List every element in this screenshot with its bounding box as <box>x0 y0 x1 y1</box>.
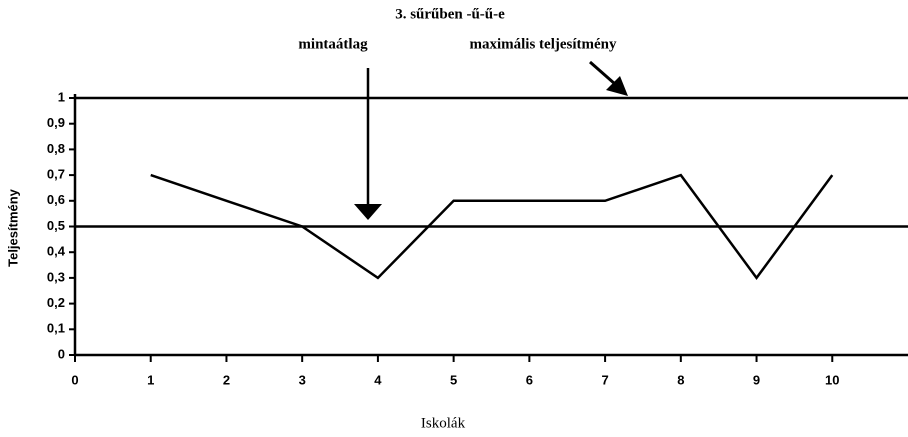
y-tick-label: 0,4 <box>47 244 66 259</box>
x-tick-label: 0 <box>71 372 78 387</box>
y-tick-label: 0,1 <box>47 321 65 336</box>
x-axis-label: Iskolák <box>421 415 466 431</box>
x-tick-label: 5 <box>450 372 457 387</box>
x-tick-label: 7 <box>601 372 608 387</box>
x-tick-label: 8 <box>677 372 684 387</box>
y-axis-label: Teljesítmény <box>5 188 20 267</box>
x-tick-label: 4 <box>374 372 382 387</box>
x-tick-label: 2 <box>223 372 230 387</box>
y-tick-label: 0,6 <box>47 192 65 207</box>
y-tick-label: 0,8 <box>47 141 65 156</box>
arrowhead <box>354 204 382 220</box>
line <box>150 173 834 281</box>
reference-label: maximális teljesítmény <box>469 36 617 52</box>
reference-label: mintaátlag <box>298 36 368 52</box>
chart-title: 3. sűrűben -ű-ű-e <box>395 6 505 22</box>
y-tick-label: 0,2 <box>47 295 65 310</box>
y-tick-label: 1 <box>58 89 65 104</box>
x-tick-label: 10 <box>825 372 839 387</box>
x-tick-label: 1 <box>147 372 154 387</box>
y-tick-label: 0,7 <box>47 167 65 182</box>
x-tick-label: 9 <box>753 372 760 387</box>
x-tick-label: 3 <box>299 372 306 387</box>
y-tick-label: 0,3 <box>47 269 65 284</box>
arrow <box>589 60 616 86</box>
y-tick-label: 0,9 <box>47 115 65 130</box>
y-tick-label: 0,5 <box>47 218 65 233</box>
arrowhead <box>606 76 628 96</box>
x-tick-label: 6 <box>526 372 533 387</box>
y-tick-label: 0 <box>58 346 65 361</box>
